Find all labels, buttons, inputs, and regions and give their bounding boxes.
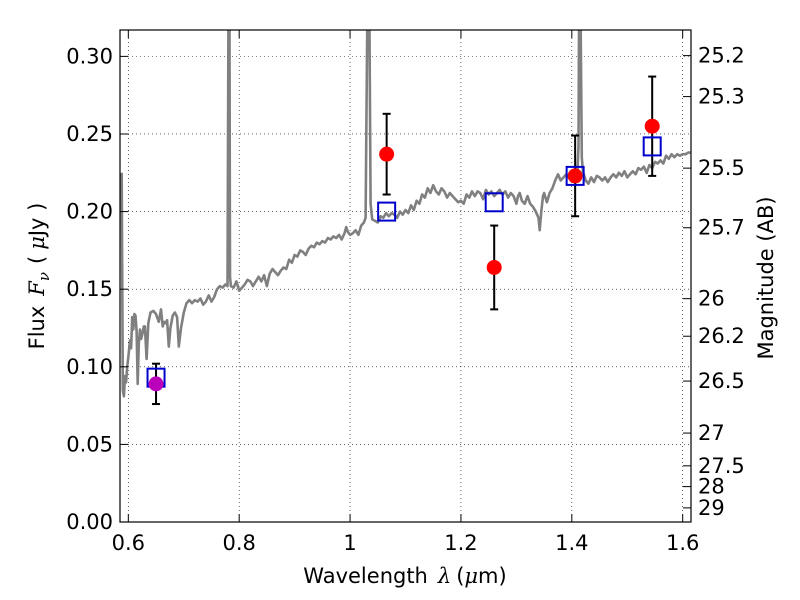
y-tick-label: 0.15 — [66, 277, 113, 301]
mag-tick-label: 25.7 — [698, 216, 745, 240]
x-axis-title: Wavelength λ (μm) — [303, 564, 506, 588]
axis-ticks — [120, 30, 691, 523]
mag-tick-label: 27.5 — [698, 454, 745, 478]
tick-labels: 0.6 0.8 1 1.2 1.4 1.6 0.00 0.05 0.10 0.15 0.20 0.25… — [66, 44, 745, 555]
y-tick-label: 0.00 — [66, 510, 113, 534]
observed-data-point — [379, 146, 395, 162]
model-photometry-square — [377, 201, 397, 222]
model-photometry-square — [565, 165, 585, 186]
y-tick-label: 0.20 — [66, 200, 113, 224]
mag-tick-label: 27 — [698, 421, 725, 445]
observed-data-point — [148, 376, 164, 392]
observed-data-point — [567, 168, 583, 184]
model-photometry-square — [484, 192, 504, 213]
mag-tick-label: 29 — [698, 496, 725, 520]
y-axis-title: FluxFν(μJy ) — [25, 203, 53, 350]
x-tick-label: 0.8 — [222, 531, 255, 555]
spectrum-layer — [120, 30, 691, 398]
x-tick-label: 1.4 — [555, 531, 588, 555]
model-spectrum-line — [120, 30, 691, 398]
x-tick-label: 1.6 — [666, 531, 699, 555]
mag-tick-label: 28 — [698, 475, 725, 499]
y-tick-label: 0.05 — [66, 432, 113, 456]
model-photometry-square — [642, 136, 662, 157]
y-tick-label: 0.25 — [66, 122, 113, 146]
x-tick-label: 1.2 — [444, 531, 477, 555]
observed-data-point — [486, 259, 502, 275]
mag-tick-label: 26.5 — [698, 369, 745, 393]
mag-tick-label: 26 — [698, 287, 725, 311]
y-tick-label: 0.10 — [66, 355, 113, 379]
x-tick-label: 1 — [343, 531, 356, 555]
mag-tick-label: 26.2 — [698, 324, 745, 348]
mag-tick-label: 25.3 — [698, 85, 745, 109]
mag-tick-label: 25.2 — [698, 44, 745, 68]
y-tick-label: 0.30 — [66, 44, 113, 68]
observed-data-point — [644, 118, 660, 134]
x-tick-label: 0.6 — [112, 531, 145, 555]
y2-axis-title: Magnitude (AB) — [754, 196, 778, 359]
plot-frame — [119, 29, 692, 523]
data-points-layer — [146, 75, 662, 406]
mag-tick-label: 25.5 — [698, 156, 745, 180]
